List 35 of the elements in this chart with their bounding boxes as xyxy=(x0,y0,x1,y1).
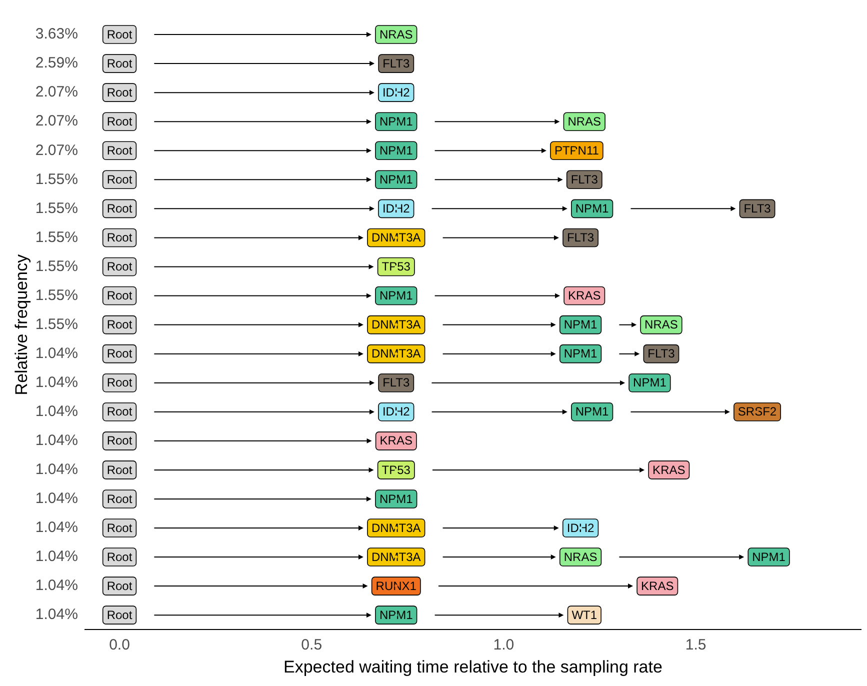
y-tick-label: 1.04% xyxy=(35,490,78,508)
y-tick-label: 1.55% xyxy=(35,316,78,333)
x-tick-label: 1.5 xyxy=(685,636,706,654)
x-tick-label: 0.0 xyxy=(109,636,130,654)
y-tick-label: 1.04% xyxy=(35,606,78,624)
data-label: DNMT3A xyxy=(371,520,421,535)
data-label: DNMT3A xyxy=(371,346,421,361)
data-label: DNMT3A xyxy=(371,318,421,332)
y-tick-label: 3.63% xyxy=(35,26,78,43)
y-tick-label: 2.07% xyxy=(35,142,78,159)
y-tick-label: 1.04% xyxy=(35,519,78,536)
data-label: DNMT3A xyxy=(371,230,421,245)
y-tick-label: 2.07% xyxy=(35,112,78,130)
y-tick-label: 2.07% xyxy=(35,84,78,101)
y-tick-label: 2.59% xyxy=(35,54,78,72)
y-tick-label: 1.55% xyxy=(35,170,78,188)
data-label: DNMT3A xyxy=(371,550,421,564)
y-tick-label: 1.04% xyxy=(35,548,78,566)
y-tick-label: 1.04% xyxy=(35,374,78,391)
data-label: PTPN11 xyxy=(554,143,600,158)
y-tick-label: 1.04% xyxy=(35,432,78,450)
y-tick-label: 1.55% xyxy=(35,228,78,246)
x-axis-title: Expected waiting time relative to the sampling rate xyxy=(284,657,662,676)
y-tick-label: 1.55% xyxy=(35,200,78,217)
y-tick-label: 1.04% xyxy=(35,577,78,594)
data-label: SRSF2 xyxy=(738,404,777,419)
x-tick-label: 1.0 xyxy=(493,636,514,654)
y-tick-label: 1.04% xyxy=(35,461,78,478)
y-tick-label: 1.55% xyxy=(35,258,78,275)
y-tick-label: 1.04% xyxy=(35,344,78,362)
x-tick-label: 0.5 xyxy=(301,636,322,654)
data-label: RUNX1 xyxy=(376,578,417,593)
y-tick-label: 1.04% xyxy=(35,403,78,420)
y-tick-label: 1.55% xyxy=(35,286,78,304)
y-axis-title: Relative frequency xyxy=(12,254,31,396)
